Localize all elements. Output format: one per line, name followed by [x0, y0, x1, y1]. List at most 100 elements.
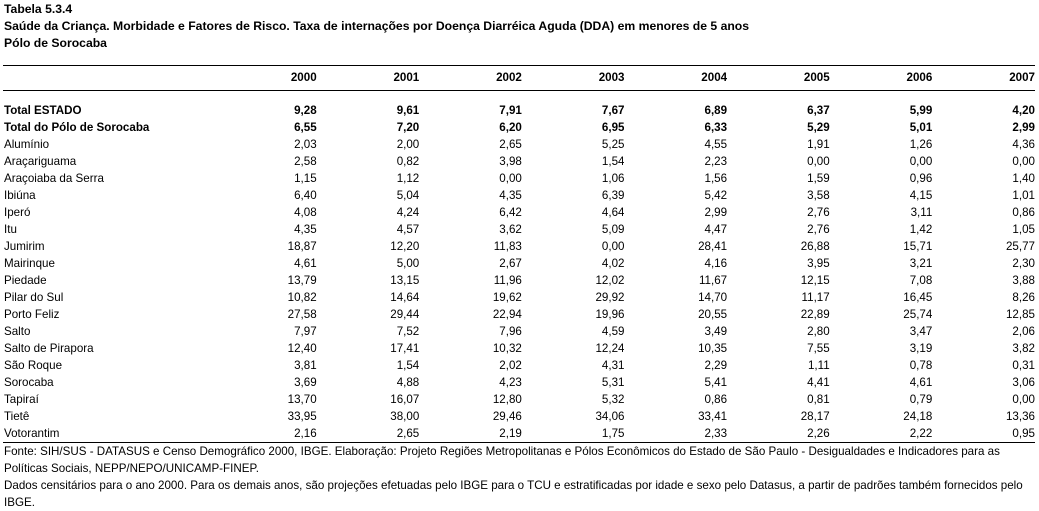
value-cell: 33,95	[287, 410, 317, 423]
value-cell: 4,88	[396, 376, 420, 389]
value-cell: 4,24	[396, 206, 420, 219]
table-row: Araçoiaba da Serra 1,15 1,12 0,00 1,06 1,56 1,…	[3, 170, 1035, 187]
row-label: Piedade	[4, 274, 47, 287]
value-cell: 3,11	[910, 206, 933, 219]
value-cell: 2,03	[294, 138, 317, 151]
table-row: Salto 7,97 7,52 7,96 4,59 3,49 2,80 3,47 2,06	[3, 323, 1035, 340]
value-cell: 7,55	[807, 342, 830, 355]
year-header: 2000	[214, 65, 317, 91]
year-header: 2003	[521, 65, 625, 91]
value-cell: 10,82	[287, 291, 317, 304]
value-cell: 3,81	[294, 359, 317, 372]
value-cell: 12,40	[287, 342, 317, 355]
total-row: Total ESTADO 9,28 9,61 7,91 7,67 6,89 6,37 5,99…	[3, 102, 1035, 119]
value-cell: 24,18	[903, 410, 933, 423]
value-cell: 1,05	[1012, 223, 1035, 236]
row-label: Tapiraí	[4, 393, 39, 406]
value-cell: 1,11	[807, 359, 830, 372]
table-row: Votorantim 2,16 2,65 2,19 1,75 2,33 2,26 2,22 0,…	[3, 425, 1035, 443]
row-label: Tietê	[4, 410, 30, 423]
value-cell: 10,35	[698, 342, 728, 355]
value-cell: 1,42	[909, 223, 933, 236]
value-cell: 4,55	[704, 138, 728, 151]
value-cell: 26,88	[800, 240, 830, 253]
value-cell: 2,76	[807, 223, 830, 236]
value-cell: 5,09	[601, 223, 625, 236]
value-cell: 4,35	[294, 223, 317, 236]
value-cell: 2,19	[419, 425, 522, 443]
row-label: Pilar do Sul	[4, 291, 64, 304]
value-cell: 14,64	[390, 291, 420, 304]
value-cell: 25,74	[903, 308, 933, 321]
value-cell: 1,01	[1012, 189, 1035, 202]
value-cell: 5,41	[704, 376, 728, 389]
value-cell: 12,80	[492, 393, 522, 406]
value-cell: 13,79	[287, 274, 317, 287]
value-cell: 4,41	[807, 376, 830, 389]
value-cell: 2,99	[1012, 121, 1035, 134]
value-cell: 7,91	[499, 104, 522, 117]
table-row: Jumirim 18,87 12,20 11,83 0,00 28,41 26,88 15,7…	[3, 238, 1035, 255]
value-cell: 28,41	[698, 240, 728, 253]
table-row: Alumínio 2,03 2,00 2,65 5,25 4,55 1,91 1,26 4,36	[3, 136, 1035, 153]
value-cell: 5,00	[396, 257, 420, 270]
value-cell: 4,61	[909, 376, 933, 389]
row-label: Mairinque	[4, 257, 55, 270]
value-cell: 3,21	[909, 257, 933, 270]
table-row: Itu 4,35 4,57 3,62 5,09 4,47 2,76 1,42 1,05	[3, 221, 1035, 238]
value-cell: 9,28	[294, 104, 317, 117]
year-header: 2004	[624, 65, 728, 91]
table-row: Iperó 4,08 4,24 6,42 4,64 2,99 2,76 3,11 0,86	[3, 204, 1035, 221]
value-cell: 3,88	[1012, 274, 1035, 287]
value-cell: 10,32	[492, 342, 522, 355]
value-cell: 5,01	[909, 121, 933, 134]
value-cell: 13,36	[1005, 410, 1035, 423]
value-cell: 2,29	[704, 359, 728, 372]
year-header: 2007	[932, 65, 1035, 91]
value-cell: 12,02	[595, 274, 625, 287]
value-cell: 5,04	[396, 189, 420, 202]
row-label: Total do Pólo de Sorocaba	[4, 121, 150, 134]
value-cell: 2,33	[624, 425, 728, 443]
value-cell: 13,70	[287, 393, 317, 406]
source-note: Fonte: SIH/SUS - DATASUS e Censo Demográ…	[4, 445, 1000, 475]
value-cell: 14,70	[698, 291, 728, 304]
value-cell: 6,40	[294, 189, 317, 202]
value-cell: 19,96	[595, 308, 625, 321]
row-label: São Roque	[4, 359, 63, 372]
value-cell: 0,00	[601, 240, 625, 253]
value-cell: 7,67	[601, 104, 625, 117]
value-cell: 7,08	[909, 274, 933, 287]
value-cell: 2,67	[499, 257, 522, 270]
value-cell: 0,86	[1012, 206, 1035, 219]
value-cell: 6,33	[704, 121, 728, 134]
value-cell: 2,23	[704, 155, 728, 168]
row-label: Jumirim	[4, 240, 45, 253]
value-cell: 6,55	[294, 121, 317, 134]
census-note: Dados censitários para o ano 2000. Para …	[4, 479, 1023, 509]
value-cell: 3,19	[909, 342, 933, 355]
value-cell: 0,95	[932, 425, 1035, 443]
value-cell: 4,02	[601, 257, 625, 270]
value-cell: 2,65	[499, 138, 522, 151]
value-cell: 2,22	[829, 425, 933, 443]
value-cell: 4,31	[601, 359, 625, 372]
value-cell: 7,20	[396, 121, 420, 134]
year-header: 2006	[829, 65, 933, 91]
value-cell: 11,83	[493, 240, 522, 253]
value-cell: 4,57	[396, 223, 420, 236]
value-cell: 12,24	[595, 342, 625, 355]
value-cell: 0,00	[909, 155, 933, 168]
table-row: Tapiraí 13,70 16,07 12,80 5,32 0,86 0,81 0,79 0,…	[3, 391, 1035, 408]
value-cell: 2,30	[1012, 257, 1035, 270]
value-cell: 29,46	[492, 410, 522, 423]
value-cell: 27,58	[287, 308, 317, 321]
row-label: Salto	[4, 325, 31, 338]
value-cell: 8,26	[1012, 291, 1035, 304]
value-cell: 18,87	[287, 240, 317, 253]
value-cell: 4,47	[704, 223, 728, 236]
value-cell: 1,56	[704, 172, 728, 185]
value-cell: 3,47	[909, 325, 933, 338]
value-cell: 19,62	[492, 291, 522, 304]
value-cell: 4,16	[704, 257, 728, 270]
